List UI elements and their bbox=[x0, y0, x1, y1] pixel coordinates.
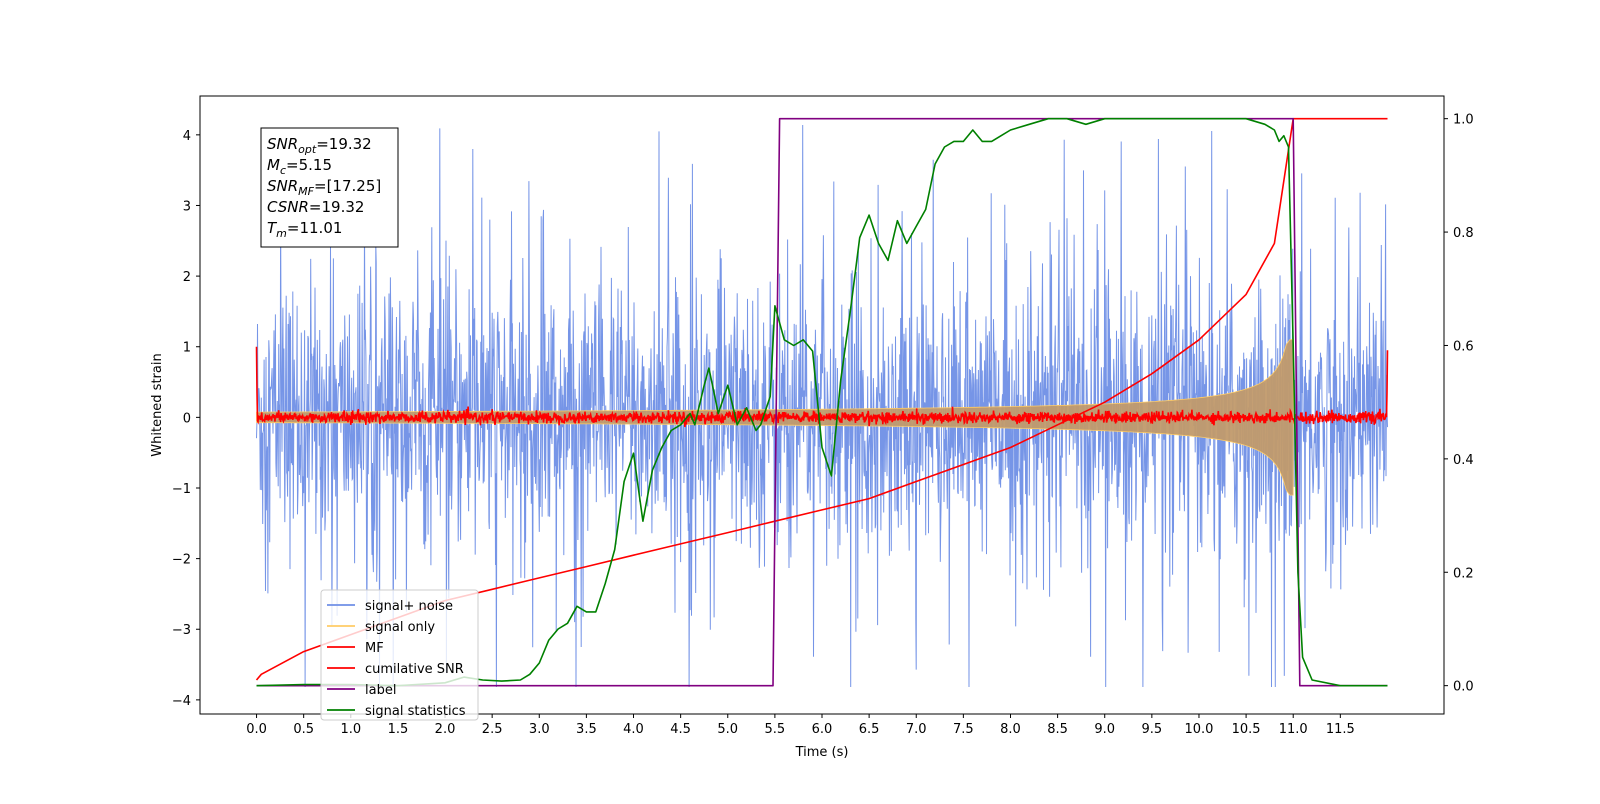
annotation-symbol: SNR bbox=[267, 135, 298, 153]
y-tick-label: 2 bbox=[183, 270, 191, 285]
x-tick-label: 2.0 bbox=[435, 722, 456, 737]
y-axis-title: Whitened strain bbox=[150, 353, 165, 456]
y-tick-label: −4 bbox=[172, 694, 191, 709]
x-tick-label: 7.5 bbox=[953, 722, 974, 737]
legend-frame bbox=[320, 589, 479, 721]
x-tick-label: 8.0 bbox=[1000, 722, 1021, 737]
x-tick-label: 5.5 bbox=[765, 722, 786, 737]
x-tick-label: 5.0 bbox=[717, 722, 738, 737]
x-tick-label: 3.0 bbox=[529, 722, 550, 737]
annotation-line: SNRopt=19.32 bbox=[267, 135, 372, 156]
series-label bbox=[256, 117, 1388, 687]
y-right-tick-label: 0.8 bbox=[1453, 226, 1474, 241]
x-tick-label: 4.5 bbox=[670, 722, 691, 737]
x-tick-label: 10.0 bbox=[1184, 722, 1213, 737]
annotation-subscript: opt bbox=[298, 143, 317, 156]
stats-annotation-box: SNRopt=19.32Mc=5.15SNRMF=[17.25]CSNR=19.… bbox=[260, 127, 399, 248]
x-tick-label: 9.5 bbox=[1142, 722, 1163, 737]
series-signal-statistics bbox=[256, 117, 1388, 687]
x-tick-label: 1.5 bbox=[388, 722, 409, 737]
x-tick-label: 8.5 bbox=[1047, 722, 1068, 737]
x-tick-label: 0.0 bbox=[246, 722, 267, 737]
annotation-line: Mc=5.15 bbox=[267, 156, 332, 177]
legend-label: signal only bbox=[365, 620, 435, 635]
annotation-frame bbox=[260, 127, 399, 248]
x-tick-label: 10.5 bbox=[1232, 722, 1261, 737]
x-tick-label: 6.5 bbox=[859, 722, 880, 737]
x-tick-label: 9.0 bbox=[1094, 722, 1115, 737]
x-tick-label: 11.5 bbox=[1326, 722, 1355, 737]
legend-label: signal statistics bbox=[365, 704, 466, 719]
legend-label: cumilative SNR bbox=[365, 662, 464, 677]
annotation-value: =11.01 bbox=[287, 219, 343, 237]
x-tick-label: 0.5 bbox=[293, 722, 314, 737]
annotation-line: Tm=11.01 bbox=[267, 219, 342, 240]
legend: signal+ noise signal only MF cumilative SNR… bbox=[320, 589, 479, 721]
annotation-symbol: CSNR bbox=[267, 198, 309, 216]
annotation-subscript: m bbox=[276, 227, 287, 240]
annotation-line: SNRMF=[17.25] bbox=[267, 177, 381, 198]
x-tick-label: 4.0 bbox=[623, 722, 644, 737]
y-tick-label: −2 bbox=[172, 553, 191, 568]
x-tick-label: 3.5 bbox=[576, 722, 597, 737]
y-right-tick-label: 0.0 bbox=[1453, 680, 1474, 695]
x-tick-label: 7.0 bbox=[906, 722, 927, 737]
x-axis-title: Time (s) bbox=[795, 745, 849, 760]
y-right-tick-label: 0.4 bbox=[1453, 453, 1474, 468]
y-right-tick-label: 0.2 bbox=[1453, 566, 1474, 581]
y-tick-label: 4 bbox=[183, 129, 191, 144]
x-tick-label: 11.0 bbox=[1279, 722, 1308, 737]
annotation-subscript: MF bbox=[298, 185, 314, 198]
x-tick-label: 1.0 bbox=[340, 722, 361, 737]
series-mf bbox=[255, 346, 1389, 428]
legend-label: MF bbox=[365, 641, 384, 656]
y-tick-label: 3 bbox=[183, 199, 191, 214]
axis-ticks: 0.0 0.5 1.0 1.5 2.0 2.5 3.0 3.5 4.0 4.5 5.0 5.5 6.0 6… bbox=[172, 113, 1474, 737]
y-tick-label: −3 bbox=[172, 623, 191, 638]
y-right-tick-label: 0.6 bbox=[1453, 339, 1474, 354]
legend-label: signal+ noise bbox=[365, 599, 453, 614]
annotation-value: =[17.25] bbox=[314, 177, 381, 195]
y-tick-label: −1 bbox=[172, 482, 191, 497]
y-tick-label: 1 bbox=[183, 341, 191, 356]
y-tick-label: 0 bbox=[183, 411, 191, 426]
annotation-symbol: SNR bbox=[267, 177, 298, 195]
annotation-symbol: M bbox=[267, 156, 280, 174]
annotation-line: CSNR=19.32 bbox=[267, 198, 364, 216]
legend-label: label bbox=[365, 683, 396, 698]
annotation-subscript: c bbox=[280, 164, 286, 177]
annotation-value: =19.32 bbox=[316, 135, 372, 153]
annotation-symbol: T bbox=[267, 219, 278, 237]
annotation-value: =19.32 bbox=[309, 198, 365, 216]
y-right-tick-label: 1.0 bbox=[1453, 113, 1474, 128]
annotation-value: =5.15 bbox=[286, 156, 332, 174]
x-tick-label: 2.5 bbox=[482, 722, 503, 737]
x-tick-label: 6.0 bbox=[812, 722, 833, 737]
